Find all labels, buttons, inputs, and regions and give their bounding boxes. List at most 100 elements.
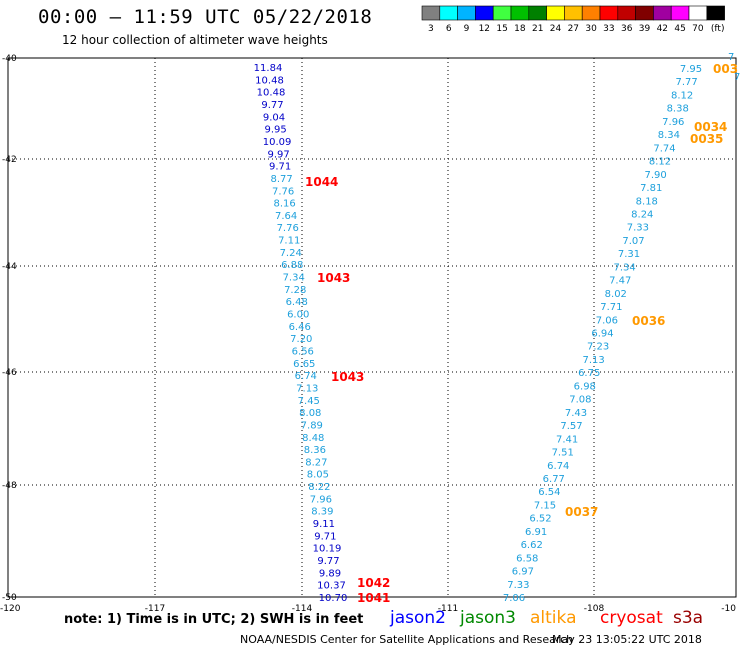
latitude-label: -46	[2, 368, 17, 378]
swh-value: 6.65	[293, 359, 315, 370]
swh-value: 7.34	[283, 273, 305, 284]
swh-value: 10.09	[263, 137, 292, 148]
units-note: note: 1) Time is in UTC; 2) SWH is in fe…	[64, 612, 364, 627]
swh-value: 8.24	[631, 210, 653, 221]
swh-value: 10.48	[255, 75, 284, 86]
swh-value: 7.77	[675, 77, 697, 88]
legend-swatch	[528, 5, 547, 21]
latitude-label: -40	[2, 54, 17, 64]
swh-value: 6.52	[529, 514, 551, 525]
pass-time-label: 0035	[690, 132, 723, 146]
swh-value: 7.13	[296, 384, 318, 395]
legend-swatch	[439, 5, 458, 21]
legend-swatch	[564, 5, 583, 21]
legend-label: 21	[532, 24, 543, 34]
swh-value: 8.48	[302, 433, 324, 444]
map-frame	[7, 57, 737, 598]
swh-value: 8.02	[605, 289, 627, 300]
swh-value: 6.91	[525, 527, 547, 538]
swh-value: 8.77	[270, 174, 292, 185]
swh-value: 8.39	[311, 507, 333, 518]
swh-value: 6.54	[538, 487, 560, 498]
longitude-label: -120	[0, 604, 21, 614]
longitude-label: -114	[292, 604, 313, 614]
legend-label: 6	[446, 24, 452, 34]
swh-value: 8.08	[299, 408, 321, 419]
swh-value: 7.51	[552, 448, 574, 459]
swh-value: 7.64	[275, 211, 297, 222]
legend-s3a: s3a	[673, 608, 704, 628]
pass-time-label: 1042	[357, 576, 390, 590]
swh-value: 7.11	[278, 236, 300, 247]
pass-time-label: 003	[713, 62, 738, 76]
swh-value: 7.90	[644, 170, 666, 181]
swh-value: 7.20	[290, 334, 312, 345]
legend-swatch	[475, 5, 494, 21]
swh-value: 11.84	[254, 63, 283, 74]
legend-swatch	[421, 5, 441, 21]
swh-value: 9.71	[314, 531, 336, 542]
swh-value: 7.89	[301, 420, 323, 431]
swh-value: 6.97	[512, 567, 534, 578]
pass-time-label: 1043	[317, 271, 350, 285]
legend-swatch	[635, 5, 654, 21]
legend-jason2: jason2	[390, 608, 446, 628]
legend-swatch	[688, 5, 708, 21]
legend-jason3: jason3	[460, 608, 516, 628]
longitude-label: -117	[145, 604, 165, 614]
swh-value: 9.77	[261, 100, 283, 111]
swh-value: 7.47	[609, 276, 631, 287]
legend-swatch	[457, 5, 476, 21]
swh-value: 8.22	[308, 482, 330, 493]
swh-value: 6.74	[547, 461, 569, 472]
swh-value: 6.56	[292, 347, 314, 358]
altimeter-tracks: 11.8410.4810.489.779.049.9510.099.979.71…	[254, 52, 740, 605]
legend-label: 12	[479, 24, 490, 34]
legend-label: (ft)	[711, 24, 725, 34]
swh-value: 7.33	[627, 223, 649, 234]
legend-label: 15	[496, 24, 507, 34]
legend-label: 24	[550, 24, 562, 34]
swh-value: 6.74	[295, 371, 317, 382]
swh-value: 6.94	[591, 329, 613, 340]
swh-value: 8.16	[273, 199, 295, 210]
swh-value: 9.11	[313, 519, 335, 530]
swh-value: 7.08	[569, 395, 591, 406]
longitude-label: -10	[721, 604, 736, 614]
legend-label: 27	[568, 24, 579, 34]
legend-altika: altika	[530, 608, 577, 628]
legend-swatch	[670, 5, 690, 21]
swh-value: 6.98	[574, 381, 596, 392]
swh-value: 9.89	[319, 568, 341, 579]
legend-swatch	[510, 5, 530, 21]
swh-value: 7.15	[534, 500, 556, 511]
swh-value: 10.70	[319, 593, 348, 604]
longitude-label: -108	[584, 604, 605, 614]
swh-value: 6.00	[287, 310, 309, 321]
map-subtitle: 12 hour collection of altimeter wave hei…	[62, 33, 328, 47]
lat-lon-grid: -40 -42 -44 -46 -48 -50-120 -117 -114 -111 -108 -1…	[0, 54, 737, 614]
legend-label: 33	[603, 24, 614, 34]
legend-label: 42	[657, 24, 668, 34]
swh-value: 7	[728, 52, 734, 63]
swh-value: 7	[734, 72, 740, 83]
swh-value: 7.71	[600, 302, 622, 313]
legend-label: 18	[514, 24, 526, 34]
latitude-label: -48	[2, 481, 17, 491]
legend-label: 39	[639, 24, 651, 34]
swh-value: 6.58	[516, 553, 538, 564]
swh-value: 7.95	[680, 64, 702, 75]
swh-value: 6.46	[289, 322, 311, 333]
color-legend: 3 6 9 12 15 18 21 24 27 30 33 36 39 42 45 70 (ft)	[421, 5, 725, 34]
credit-text: NOAA/NESDIS Center for Satellite Applica…	[240, 633, 574, 646]
pass-time-label: 1041	[357, 591, 390, 605]
map-title: 00:00 — 11:59 UTC 05/22/2018	[38, 6, 373, 28]
swh-value: 7.96	[662, 117, 684, 128]
pass-time-label: 1044	[305, 175, 338, 189]
swh-value: 7.76	[277, 223, 299, 234]
legend-swatch	[599, 5, 619, 21]
legend-cryosat: cryosat	[600, 608, 663, 628]
swh-value: 7.31	[618, 249, 640, 260]
pass-time-label: 1043	[331, 370, 364, 384]
